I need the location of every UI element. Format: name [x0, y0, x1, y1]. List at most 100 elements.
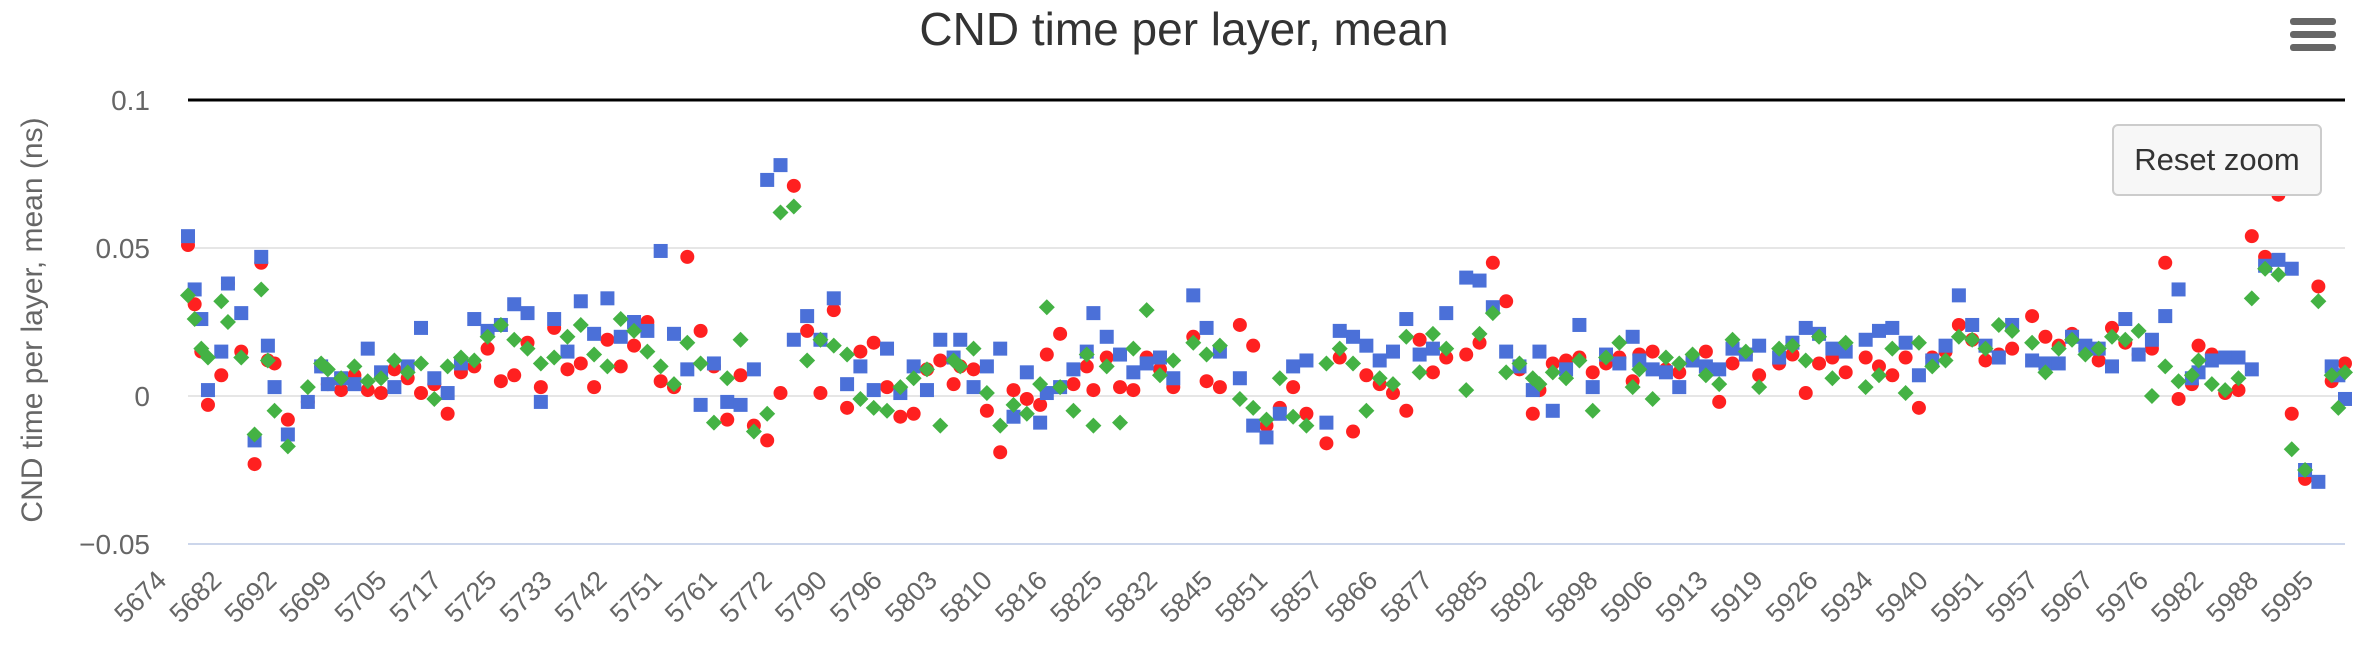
data-point-diamond — [2143, 388, 2160, 404]
data-point-square — [2244, 362, 2259, 377]
x-tick-label: 5832 — [1099, 565, 1163, 629]
data-point-diamond — [639, 343, 656, 360]
data-point-diamond — [1870, 367, 1887, 384]
y-axis-label: CND time per layer, mean (ns) — [16, 117, 49, 522]
data-point-circle — [693, 323, 708, 338]
data-point-diamond — [373, 370, 390, 387]
data-point-diamond — [1458, 382, 1475, 399]
data-point-diamond — [759, 405, 776, 422]
reset-zoom-button[interactable]: Reset zoom — [2112, 124, 2322, 196]
data-point-square — [853, 359, 868, 374]
data-point-circle — [1645, 344, 1660, 359]
data-point-diamond — [1052, 379, 1069, 396]
data-point-square — [1299, 353, 1314, 368]
data-point-circle — [187, 297, 202, 312]
data-point-diamond — [572, 316, 589, 333]
data-point-diamond — [1837, 334, 1854, 351]
data-point-circle — [440, 406, 455, 421]
data-point-diamond — [1498, 364, 1515, 381]
hamburger-menu-icon[interactable] — [2290, 18, 2336, 58]
data-point-diamond — [2090, 340, 2107, 357]
data-point-diamond — [1038, 299, 1055, 316]
data-point-square — [1559, 362, 1574, 377]
x-tick-label: 5988 — [2200, 565, 2264, 629]
data-point-diamond — [506, 331, 523, 348]
data-point-diamond — [1531, 376, 1548, 393]
x-tick-label: 5898 — [1540, 565, 1604, 629]
data-point-diamond — [1544, 364, 1561, 381]
data-point-circle — [560, 362, 575, 377]
x-tick-label: 5940 — [1870, 565, 1934, 629]
x-tick-label: 5790 — [769, 565, 833, 629]
data-point-circle — [1246, 338, 1261, 353]
data-point-square — [613, 329, 628, 344]
data-point-circle — [966, 362, 981, 377]
data-point-diamond — [1910, 334, 1927, 351]
data-point-square — [746, 362, 761, 377]
data-point-diamond — [559, 328, 576, 345]
data-point-circle — [2038, 329, 2053, 344]
x-tick-label: 5877 — [1375, 565, 1439, 629]
data-point-diamond — [2243, 290, 2260, 307]
x-tick-label: 5692 — [219, 565, 283, 629]
data-point-circle — [1412, 332, 1427, 347]
data-point-square — [1645, 362, 1660, 377]
data-point-square — [1039, 386, 1054, 401]
data-point-square — [2218, 350, 2233, 365]
data-point-diamond — [2077, 346, 2094, 363]
data-point-diamond — [1018, 405, 1035, 422]
data-point-diamond — [452, 349, 469, 366]
y-tick-label: 0 — [134, 381, 150, 412]
data-point-diamond — [1684, 346, 1701, 363]
data-point-diamond — [246, 426, 263, 443]
data-point-square — [1399, 312, 1414, 327]
data-point-square — [1612, 356, 1627, 371]
data-point-circle — [813, 386, 828, 401]
data-point-diamond — [2050, 340, 2067, 357]
data-point-square — [440, 386, 455, 401]
data-point-circle — [1212, 380, 1227, 395]
data-point-square — [1166, 371, 1181, 386]
data-point-circle — [979, 403, 994, 418]
data-point-diamond — [219, 314, 236, 330]
data-point-square — [2271, 252, 2286, 267]
data-point-square — [2104, 359, 2119, 374]
data-point-diamond — [892, 379, 909, 396]
data-point-diamond — [479, 328, 496, 345]
data-point-square — [427, 371, 442, 386]
data-point-square — [1911, 368, 1926, 383]
chart-title: CND time per layer, mean — [919, 3, 1449, 55]
data-point-square — [2171, 282, 2186, 297]
data-point-diamond — [180, 287, 196, 304]
x-tick-label: 5857 — [1265, 565, 1329, 629]
data-point-circle — [600, 332, 615, 347]
data-point-square — [993, 341, 1008, 356]
data-point-square — [320, 377, 335, 392]
data-point-circle — [1898, 350, 1913, 365]
data-point-square — [1113, 347, 1128, 362]
data-point-circle — [1712, 394, 1727, 409]
data-point-circle — [1911, 400, 1926, 415]
data-point-diamond — [586, 346, 603, 363]
data-point-diamond — [1924, 358, 1941, 375]
data-point-square — [720, 394, 735, 409]
data-point-diamond — [426, 390, 443, 407]
data-point-diamond — [1977, 340, 1994, 357]
data-point-diamond — [1371, 370, 1388, 387]
data-point-diamond — [1598, 349, 1615, 366]
data-point-circle — [1199, 374, 1214, 389]
data-point-diamond — [1937, 352, 1954, 369]
data-point-square — [1712, 362, 1727, 377]
data-point-diamond — [1245, 399, 1262, 416]
x-tick-label: 5772 — [714, 565, 778, 629]
data-point-square — [2118, 312, 2133, 327]
data-point-square — [1139, 356, 1154, 371]
data-point-diamond — [1657, 349, 1674, 366]
data-point-square — [587, 326, 602, 341]
data-point-square — [414, 320, 429, 335]
data-point-square — [300, 394, 315, 409]
data-point-diamond — [1112, 414, 1129, 431]
data-point-square — [1019, 365, 1034, 380]
data-point-square — [2078, 338, 2093, 353]
data-point-square — [733, 397, 748, 412]
